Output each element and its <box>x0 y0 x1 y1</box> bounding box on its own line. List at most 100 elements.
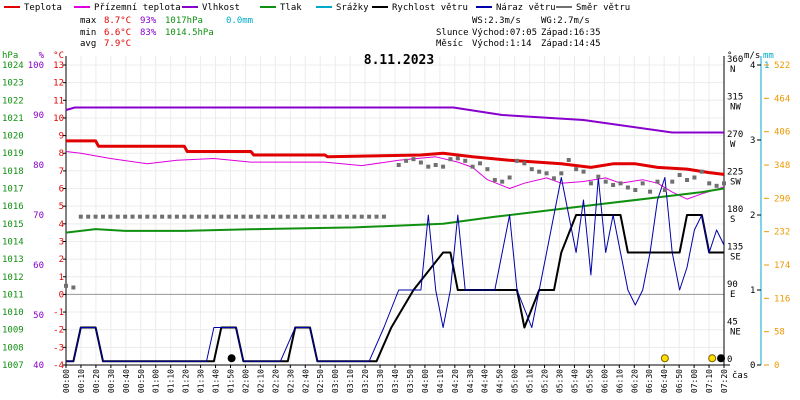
celsius-axis-tick: -1 <box>53 308 64 318</box>
hpa-axis-tick: 1011 <box>2 290 24 300</box>
direction-tick: 225 <box>727 168 743 178</box>
wind-direction-point <box>86 214 91 219</box>
x-tick-label: 00:30 <box>107 369 116 393</box>
x-tick-label: 02:40 <box>301 369 310 393</box>
percent-axis-tick: 90 <box>33 111 44 121</box>
compass-tick: W <box>730 140 736 150</box>
celsius-axis-tick: -3 <box>53 343 64 353</box>
wind-direction-point <box>655 179 660 184</box>
wind-direction-point <box>492 178 497 182</box>
x-tick-label: 06:10 <box>615 369 624 393</box>
wind-direction-point <box>315 214 320 219</box>
x-tick-label: 06:30 <box>645 369 654 393</box>
event-marker <box>660 354 669 363</box>
wind-direction-point <box>581 169 586 174</box>
wind-direction-point <box>648 189 653 194</box>
x-tick-label: 01:30 <box>197 369 206 393</box>
celsius-axis-tick: 5 <box>59 202 64 212</box>
series-line-temperature <box>66 139 725 176</box>
chart-title: 8.11.2023 <box>364 53 434 68</box>
wind-direction-point <box>470 164 475 169</box>
percent-axis-tick: 60 <box>33 261 44 271</box>
compass-tick: SE <box>730 253 741 263</box>
direction-tick: 270 <box>727 130 743 140</box>
info-wg: WG:2.7m/s <box>541 16 590 26</box>
wind-direction-point <box>197 214 202 219</box>
stat-temp: 7.9°C <box>104 39 131 49</box>
x-tick-label: 04:40 <box>481 369 490 393</box>
wind-direction-point <box>455 156 460 161</box>
x-tick-label: 07:20 <box>720 369 729 393</box>
stat-temp: 6.6°C <box>104 28 131 38</box>
wind-direction-point <box>211 214 216 219</box>
celsius-axis-tick: 2 <box>59 255 64 265</box>
wind-direction-point <box>174 214 179 219</box>
wind-direction-point <box>160 214 165 219</box>
wind-direction-point <box>551 176 556 181</box>
percent-axis-tick: 50 <box>33 311 44 321</box>
hpa-axis-tick: 1007 <box>2 361 24 371</box>
x-tick-label: 04:00 <box>421 369 430 393</box>
wind-direction-point <box>241 214 246 219</box>
series-line-pressure <box>65 187 725 234</box>
celsius-axis-tick: 10 <box>53 114 64 124</box>
wind-direction-point <box>478 161 483 166</box>
extra-tick: 464 <box>774 94 790 104</box>
hpa-axis-tick: 1010 <box>2 308 24 318</box>
x-tick-label: 05:40 <box>570 369 579 393</box>
direction-tick: 45 <box>727 318 738 328</box>
wind-direction-point <box>426 164 431 169</box>
x-tick-label: 01:10 <box>167 369 176 393</box>
info-sun-label: Slunce <box>436 28 469 38</box>
direction-tick: 90 <box>727 280 738 290</box>
wind-direction-point <box>433 163 438 167</box>
wind-direction-point <box>381 214 386 219</box>
hpa-axis-tick: 1013 <box>2 255 24 265</box>
wind-direction-point <box>71 285 76 290</box>
stat-pressure: 1017hPa <box>165 16 203 26</box>
celsius-axis-tick: 7 <box>59 167 64 177</box>
hpa-axis-tick: 1008 <box>2 343 24 353</box>
wind-direction-point <box>566 158 571 162</box>
info-ws: WS:2.3m/s <box>472 16 521 26</box>
wind-direction-point <box>485 167 490 172</box>
hpa-axis-tick: 1015 <box>2 220 24 230</box>
x-tick-label: 02:30 <box>286 369 295 393</box>
compass-tick: E <box>730 290 735 300</box>
wind-direction-point <box>441 164 446 169</box>
direction-axis-label: ° <box>727 51 732 61</box>
celsius-axis-tick: 8 <box>59 149 64 159</box>
wind-direction-point <box>93 214 98 219</box>
wind-direction-point <box>418 160 423 165</box>
wind-direction-point <box>692 175 697 180</box>
wind-direction-point <box>352 214 357 219</box>
wind-direction-point <box>537 169 542 174</box>
x-tick-label: 03:40 <box>391 369 400 393</box>
wind-direction-point <box>677 173 682 177</box>
x-tick-label: 02:10 <box>256 369 265 393</box>
celsius-axis-tick: 3 <box>59 237 64 247</box>
celsius-axis-tick: 12 <box>53 79 64 89</box>
info-sunrise: Východ:07:05 <box>472 28 537 38</box>
hpa-axis-tick: 1024 <box>2 61 24 71</box>
grid-layer <box>65 56 725 366</box>
wind-direction-point <box>278 214 283 219</box>
wind-direction-point <box>500 179 505 184</box>
wind-direction-point <box>204 214 209 219</box>
x-tick-label: 04:50 <box>496 369 505 393</box>
legend-label: Směr větru <box>576 3 630 13</box>
percent-axis-tick: 100 <box>28 61 44 71</box>
x-tick-label: 06:00 <box>600 369 609 393</box>
event-marker <box>708 354 717 363</box>
direction-tick: 135 <box>727 243 743 253</box>
hpa-axis-tick: 1020 <box>2 132 24 142</box>
wind-direction-point <box>64 283 68 288</box>
x-tick-label: 03:00 <box>331 369 340 393</box>
wind-direction-point <box>722 181 726 186</box>
x-tick-label: 01:50 <box>227 369 236 393</box>
extra-tick: 522 <box>774 61 790 71</box>
celsius-axis-tick: 6 <box>59 185 64 195</box>
axes-layer: hPa1024102310221021102010191018101710161… <box>2 51 790 393</box>
direction-tick: 315 <box>727 93 743 103</box>
